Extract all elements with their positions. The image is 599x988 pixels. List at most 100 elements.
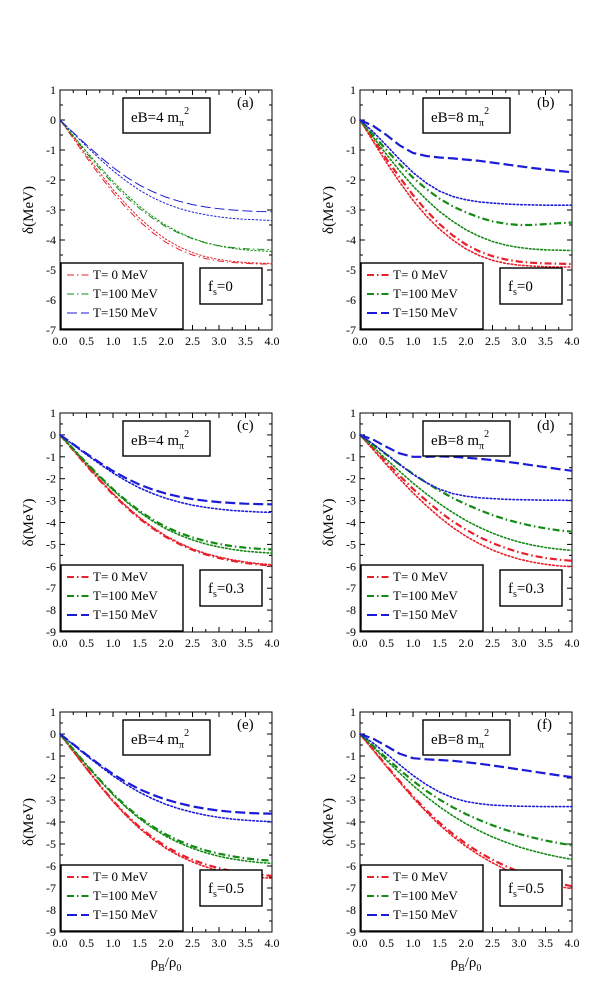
fs-val: =0.3 bbox=[217, 581, 244, 597]
fs-sub: s bbox=[513, 589, 517, 600]
series-line-t0-dashdot bbox=[59, 733, 273, 877]
x-tick-label: 1.0 bbox=[406, 636, 421, 650]
series-line-t100-dotted bbox=[59, 434, 273, 555]
panel-label: (c) bbox=[237, 418, 254, 434]
legend-box bbox=[360, 564, 484, 632]
fs-text: f bbox=[208, 279, 213, 295]
x-tick-label: 2.0 bbox=[459, 334, 474, 348]
x-tick-label: 1.0 bbox=[106, 334, 121, 348]
x-tick-label: 0.5 bbox=[79, 936, 94, 950]
x-label-sub-0: 0 bbox=[476, 963, 481, 974]
legend-label: T=150 MeV bbox=[93, 907, 158, 922]
legend-box bbox=[60, 864, 184, 932]
series-line-t0-dashdot bbox=[359, 434, 573, 562]
y-tick-label: -5 bbox=[346, 837, 356, 851]
y-tick-label: -2 bbox=[46, 472, 56, 486]
x-tick-label: 2.5 bbox=[485, 936, 500, 950]
eb-box bbox=[422, 420, 511, 457]
y-tick-label: -2 bbox=[346, 472, 356, 486]
fs-label: fs=0.3 bbox=[508, 581, 544, 600]
fs-box bbox=[199, 869, 263, 907]
x-tick-label: 1.5 bbox=[432, 936, 447, 950]
legend-label: T=100 MeV bbox=[93, 588, 158, 603]
legend-label: T= 0 MeV bbox=[393, 267, 449, 282]
y-tick-label: -2 bbox=[46, 173, 56, 187]
y-tick-label: -9 bbox=[46, 925, 56, 939]
panel-c: 1 0 -1 -2 -3 -4 -5 -6 -7 -8 -90.0 0.5 1.0 1.5 2.0 2.5 3.… bbox=[21, 406, 280, 650]
x-tick-label: 4.0 bbox=[565, 636, 580, 650]
fs-sub: s bbox=[513, 889, 517, 900]
y-tick-label: -6 bbox=[46, 293, 56, 307]
series-line-t150-dotted bbox=[59, 434, 273, 514]
series-line-t0-dashdot bbox=[59, 119, 272, 265]
x-tick-label: 2.5 bbox=[485, 334, 500, 348]
eb-label: eB=4 mπ2 bbox=[131, 728, 189, 751]
series-line-t0-dashdot bbox=[359, 733, 573, 888]
eb-sub: π bbox=[479, 118, 484, 129]
legend-box bbox=[360, 262, 484, 330]
x-label-den: /ρ bbox=[165, 955, 177, 971]
series-line-t100-dashdot bbox=[359, 119, 573, 227]
y-tick-label: -4 bbox=[346, 233, 356, 247]
x-tick-label: 4.0 bbox=[265, 334, 280, 348]
panel-label: (e) bbox=[237, 717, 254, 733]
series-line-t100-dotted bbox=[59, 733, 273, 865]
y-tick-label: -6 bbox=[46, 559, 56, 573]
series-line-t150-dashed bbox=[59, 733, 273, 815]
y-tick-label: -1 bbox=[46, 450, 56, 464]
y-tick-label: -6 bbox=[346, 293, 356, 307]
y-tick-label: -1 bbox=[46, 749, 56, 763]
eb-label: eB=8 mπ2 bbox=[431, 106, 489, 129]
x-tick-label: 2.0 bbox=[459, 936, 474, 950]
series-line-t100-dashdot bbox=[359, 733, 573, 847]
y-tick-label: -6 bbox=[46, 859, 56, 873]
x-tick-label: 0.5 bbox=[79, 636, 94, 650]
panel-b: 1 0 -1 -2 -3 -4 -5 -6 -70.0 0.5 1.0 1.5 2.0 2.5 3.0 3.5… bbox=[321, 83, 580, 348]
legend-label: T=100 MeV bbox=[393, 888, 458, 903]
y-tick-label: -7 bbox=[46, 881, 56, 895]
series-line-t100-dashdot bbox=[59, 434, 273, 551]
eb-box bbox=[122, 97, 211, 134]
eb-sub: π bbox=[479, 740, 484, 751]
eb-box bbox=[422, 97, 511, 134]
y-axis-label: δ(MeV) bbox=[321, 499, 337, 547]
fs-box bbox=[199, 267, 263, 305]
series-line-t100-dotted bbox=[359, 733, 573, 861]
fs-text: f bbox=[508, 581, 513, 597]
eb-sub: π bbox=[179, 740, 184, 751]
x-tick-label: 2.5 bbox=[185, 636, 200, 650]
eb-label: eB=4 mπ2 bbox=[131, 429, 189, 452]
eb-sup: 2 bbox=[184, 429, 189, 440]
x-tick-label: 3.5 bbox=[238, 636, 253, 650]
x-tick-label: 1.5 bbox=[132, 936, 147, 950]
x-tick-label: 0.0 bbox=[353, 936, 368, 950]
fs-label: fs=0.3 bbox=[208, 581, 244, 600]
y-tick-label: -8 bbox=[46, 603, 56, 617]
x-tick-label: 2.0 bbox=[159, 334, 174, 348]
y-tick-label: -1 bbox=[346, 749, 356, 763]
series-line-t100-dotted bbox=[359, 119, 573, 252]
x-tick-label: 4.0 bbox=[265, 636, 280, 650]
eb-label: eB=4 mπ2 bbox=[131, 106, 189, 129]
x-tick-label: 3.5 bbox=[238, 936, 253, 950]
y-tick-label: -7 bbox=[46, 323, 56, 337]
panel-e: 1 0 -1 -2 -3 -4 -5 -6 -7 -8 -90.0 0.5 1.0 1.5 2.0 2.5 3.… bbox=[21, 705, 280, 974]
x-tick-label: 0.5 bbox=[79, 334, 94, 348]
series-line-t0-dotted bbox=[359, 119, 573, 268]
legend-label: T= 0 MeV bbox=[93, 569, 149, 584]
x-tick-label: 2.0 bbox=[159, 636, 174, 650]
fs-sub: s bbox=[213, 589, 217, 600]
x-tick-label: 3.0 bbox=[512, 936, 527, 950]
fs-sub: s bbox=[213, 889, 217, 900]
series-line-t150-dotted bbox=[359, 119, 573, 206]
eb-sup: 2 bbox=[484, 106, 489, 117]
eb-text: eB=8 m bbox=[431, 732, 479, 748]
eb-text: eB=8 m bbox=[431, 433, 479, 449]
series-line-t150-dotted bbox=[359, 733, 573, 808]
x-tick-label: 1.5 bbox=[132, 636, 147, 650]
x-tick-label: 1.5 bbox=[132, 334, 147, 348]
legend-label: T= 0 MeV bbox=[393, 569, 449, 584]
fs-sub: s bbox=[213, 287, 217, 298]
eb-text: eB=4 m bbox=[131, 732, 179, 748]
y-tick-label: -9 bbox=[346, 625, 356, 639]
